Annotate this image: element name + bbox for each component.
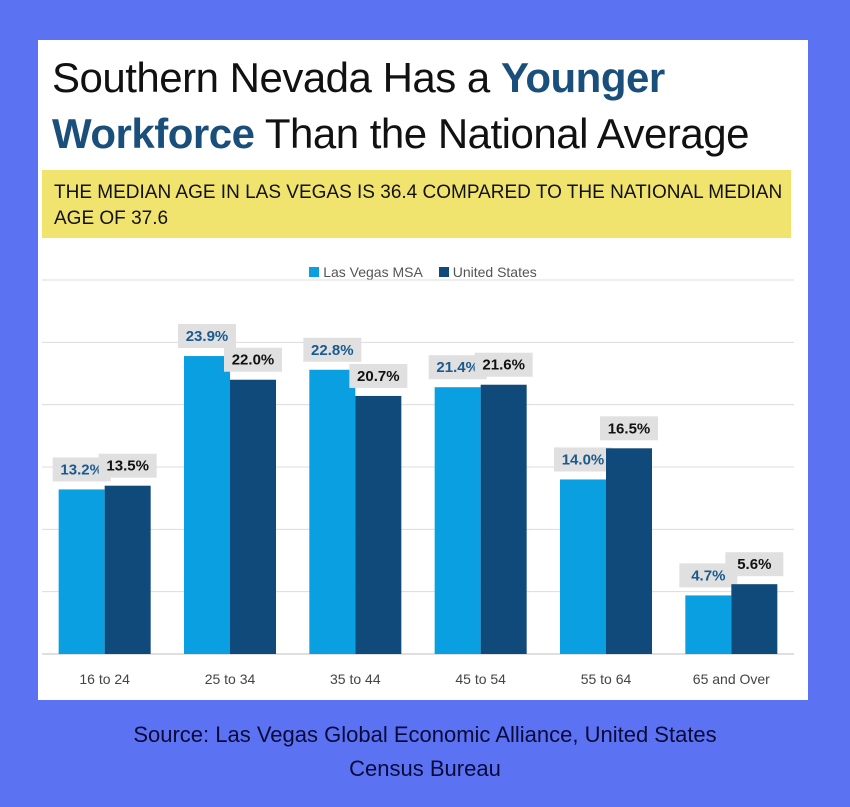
bar-las-vegas <box>184 356 230 654</box>
bar-united-states <box>480 384 527 654</box>
bar-las-vegas <box>58 489 105 654</box>
bar-las-vegas <box>309 369 356 654</box>
chart-card: Southern Nevada Has a Younger Workforce … <box>38 40 808 700</box>
data-label-las-vegas: 4.7% <box>691 567 725 584</box>
data-label-united-states: 20.7% <box>357 368 400 385</box>
title-line1-text: Southern Nevada Has a <box>52 54 501 101</box>
data-label-box <box>725 552 784 577</box>
bar-las-vegas <box>685 595 732 654</box>
x-tick-label: 16 to 24 <box>79 671 130 687</box>
x-tick-label: 55 to 64 <box>581 671 632 687</box>
bar-las-vegas <box>434 387 481 654</box>
x-tick-label: 25 to 34 <box>205 671 256 687</box>
data-label-las-vegas: 21.4% <box>436 359 479 376</box>
title-highlight-workforce: Workforce <box>52 110 255 157</box>
bar-united-states <box>731 584 778 654</box>
title-line2-text: Than the National Average <box>254 110 750 157</box>
legend-label-las-vegas: Las Vegas MSA <box>323 264 423 280</box>
data-label-box <box>474 352 533 377</box>
data-label-box <box>224 347 282 372</box>
data-label-box <box>600 416 658 441</box>
data-label-las-vegas: 22.8% <box>311 342 354 359</box>
x-tick-label: 65 and Over <box>693 671 770 687</box>
chart-legend: Las Vegas MSA United States <box>38 264 808 280</box>
bar-united-states <box>355 395 402 654</box>
bar-united-states <box>606 448 652 654</box>
data-label-united-states: 22.0% <box>232 352 275 369</box>
subtitle: THE MEDIAN AGE IN LAS VEGAS IS 36.4 COMP… <box>54 182 783 229</box>
source-line1: Source: Las Vegas Global Economic Allian… <box>133 722 717 747</box>
legend-item-las-vegas: Las Vegas MSA <box>309 264 423 280</box>
data-label-united-states: 16.5% <box>608 420 651 437</box>
data-label-las-vegas: 13.2% <box>60 461 103 478</box>
legend-label-united-states: United States <box>452 264 537 280</box>
bar-united-states <box>230 379 276 654</box>
data-label-las-vegas: 14.0% <box>562 451 605 468</box>
data-label-box <box>554 447 612 472</box>
data-label-united-states: 13.5% <box>106 458 149 475</box>
x-tick-label: 45 to 54 <box>455 671 506 687</box>
x-tick-label: 35 to 44 <box>330 671 381 687</box>
data-label-box <box>303 337 362 362</box>
bar-united-states <box>104 485 151 654</box>
page-title: Southern Nevada Has a Younger Workforce … <box>52 50 792 162</box>
legend-swatch-las-vegas <box>309 267 320 277</box>
legend-swatch-united-states <box>438 267 449 277</box>
data-label-united-states: 21.6% <box>482 357 525 374</box>
subtitle-band: THE MEDIAN AGE IN LAS VEGAS IS 36.4 COMP… <box>42 170 791 238</box>
bar-las-vegas <box>560 479 606 654</box>
title-highlight-younger: Younger <box>500 54 665 101</box>
data-label-box <box>98 453 157 478</box>
source-line2: Census Bureau <box>349 756 501 781</box>
data-label-united-states: 5.6% <box>737 556 771 573</box>
legend-item-united-states: United States <box>438 264 537 280</box>
data-label-las-vegas: 23.9% <box>186 328 229 345</box>
data-label-box <box>178 324 236 349</box>
source-note: Source: Las Vegas Global Economic Allian… <box>0 718 850 786</box>
bar-chart: 13.2% 13.5% 16 to 24 23.9%22.0% 25 to 34 22.8… <box>42 279 794 687</box>
data-label-box <box>349 363 408 388</box>
